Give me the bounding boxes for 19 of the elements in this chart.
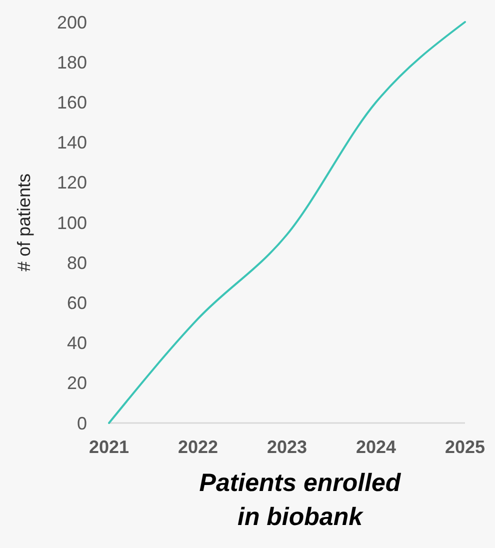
- line-series: [108, 21, 466, 424]
- y-tick-label: 160: [56, 92, 87, 112]
- y-axis-title: # of patients: [14, 173, 34, 272]
- y-tick-label: 0: [76, 413, 87, 434]
- y-tick-label: 120: [56, 172, 87, 193]
- x-tick-label: 2022: [178, 437, 218, 457]
- y-tick-label: 180: [56, 52, 87, 72]
- y-tick-label: 40: [66, 333, 87, 354]
- y-tick-label: 200: [56, 12, 87, 32]
- y-tick-label: 100: [56, 212, 87, 233]
- y-tick-label: 20: [66, 373, 87, 394]
- x-tick-label: 2024: [356, 437, 396, 457]
- y-tick-label: 80: [66, 252, 87, 273]
- y-tick-label: 60: [66, 293, 87, 313]
- x-tick-label: 2023: [266, 437, 308, 457]
- y-tick-label: 140: [56, 132, 87, 153]
- x-tick-label: 2025: [444, 437, 486, 457]
- text: Patients enrolled in biobank: [199, 469, 402, 531]
- x-tick-label: 2021: [88, 437, 130, 457]
